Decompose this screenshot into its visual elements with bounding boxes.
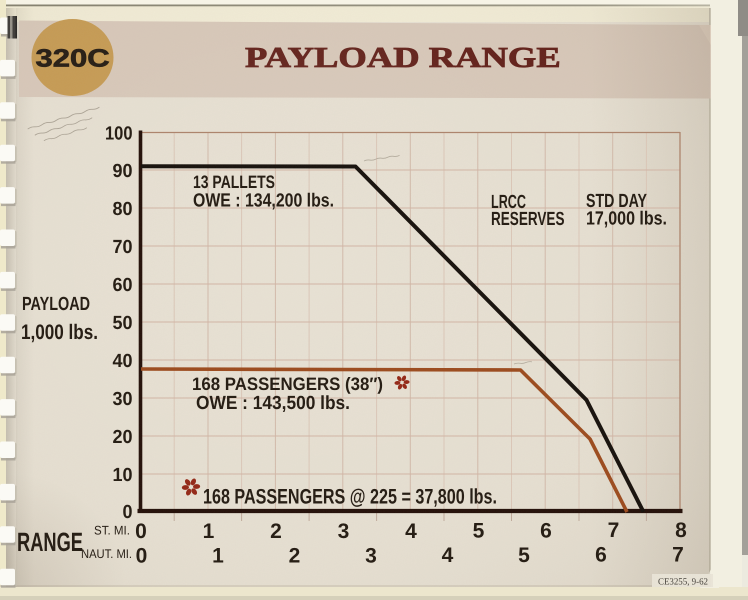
svg-text:17,000 lbs.: 17,000 lbs. (586, 209, 667, 230)
svg-text:40: 40 (113, 351, 133, 372)
svg-text:0: 0 (123, 502, 133, 523)
svg-text:20: 20 (113, 427, 133, 448)
svg-text:1,000 lbs.: 1,000 lbs. (21, 321, 98, 344)
svg-text:6: 6 (595, 544, 607, 567)
svg-text:6: 6 (540, 520, 552, 543)
svg-text:10: 10 (113, 465, 133, 486)
svg-text:1: 1 (212, 545, 224, 568)
svg-text:2: 2 (289, 545, 301, 568)
svg-text:PAYLOAD: PAYLOAD (22, 294, 90, 315)
svg-text:168 PASSENGERS (38″): 168 PASSENGERS (38″) (192, 374, 383, 394)
svg-text:CE3255, 9-62: CE3255, 9-62 (658, 578, 708, 588)
svg-text:ST. MI.: ST. MI. (94, 524, 130, 538)
svg-text:100: 100 (105, 124, 133, 145)
svg-text:90: 90 (113, 161, 133, 182)
svg-text:3: 3 (365, 545, 377, 568)
svg-text:2: 2 (270, 520, 282, 543)
svg-text:60: 60 (113, 275, 133, 296)
svg-text:0: 0 (135, 520, 147, 543)
svg-text:LRCC: LRCC (491, 192, 526, 213)
svg-text:70: 70 (113, 237, 133, 258)
svg-text:OWE : 134,200 lbs.: OWE : 134,200 lbs. (193, 191, 334, 212)
svg-text:RESERVES: RESERVES (491, 209, 565, 230)
svg-text:13 PALLETS: 13 PALLETS (193, 172, 275, 192)
svg-text:3: 3 (338, 520, 350, 543)
svg-text:50: 50 (113, 313, 133, 334)
svg-text:168 PASSENGERS @ 225 = 37,800: 168 PASSENGERS @ 225 = 37,800 lbs. (203, 486, 497, 509)
svg-text:8: 8 (675, 519, 687, 542)
svg-text:30: 30 (113, 389, 133, 410)
svg-text:5: 5 (473, 520, 485, 543)
svg-text:OWE : 143,500 lbs.: OWE : 143,500 lbs. (196, 393, 350, 414)
svg-text:7: 7 (608, 519, 620, 542)
svg-text:80: 80 (113, 199, 133, 220)
svg-text:RANGE: RANGE (17, 527, 83, 557)
svg-text:5: 5 (518, 544, 530, 567)
svg-text:NAUT. MI.: NAUT. MI. (81, 547, 132, 561)
svg-text:0: 0 (136, 545, 148, 568)
svg-text:4: 4 (405, 520, 417, 543)
svg-text:STD DAY: STD DAY (586, 191, 647, 212)
svg-text:1: 1 (203, 520, 215, 543)
svg-text:7: 7 (672, 544, 684, 567)
svg-text:4: 4 (442, 544, 454, 567)
